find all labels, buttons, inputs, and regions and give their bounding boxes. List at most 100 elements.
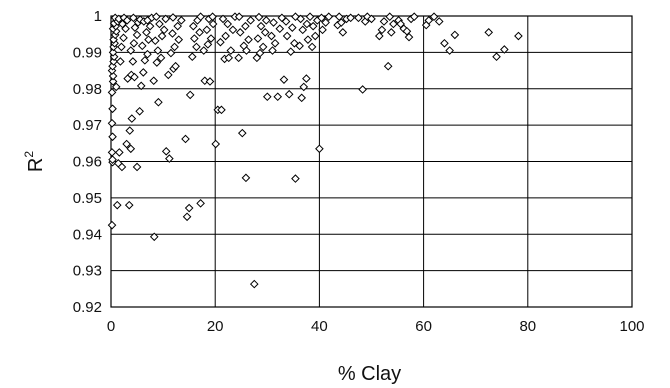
data-point <box>514 31 523 41</box>
data-point <box>334 12 344 22</box>
x-tick-label: 0 <box>107 318 115 335</box>
data-point <box>155 19 164 29</box>
data-point <box>109 52 119 62</box>
data-point <box>409 12 419 22</box>
y-tick-label: 0.96 <box>73 154 102 171</box>
data-point <box>434 17 444 26</box>
data-point <box>108 77 118 86</box>
data-point <box>112 200 122 210</box>
data-point <box>354 13 363 23</box>
data-point <box>118 19 127 29</box>
data-point <box>346 13 355 23</box>
data-point <box>216 37 225 47</box>
data-point <box>149 232 159 242</box>
data-point <box>107 148 117 157</box>
data-point <box>199 46 209 55</box>
data-point <box>129 13 138 23</box>
data-point <box>429 12 439 22</box>
data-point <box>182 212 192 222</box>
data-point <box>181 134 190 144</box>
data-point <box>318 25 327 35</box>
data-point <box>128 57 138 66</box>
data-point <box>177 16 186 25</box>
data-point <box>166 48 176 58</box>
data-point <box>492 52 501 62</box>
data-point <box>125 126 135 135</box>
data-point <box>115 148 124 157</box>
x-tick-label: 60 <box>415 318 432 335</box>
data-point <box>281 17 291 26</box>
data-point <box>302 19 312 29</box>
data-point <box>226 46 236 55</box>
data-point <box>171 61 180 71</box>
data-point <box>228 25 238 35</box>
data-point <box>144 35 153 44</box>
data-point <box>135 106 144 116</box>
y-tick-label: 0.94 <box>73 226 102 243</box>
data-point <box>154 97 163 107</box>
data-point <box>299 82 309 92</box>
data-point <box>324 12 334 22</box>
data-point <box>315 144 324 154</box>
data-point <box>305 12 315 22</box>
data-point <box>187 52 197 62</box>
data-point <box>116 57 125 66</box>
data-point <box>161 14 171 24</box>
data-point <box>367 14 376 24</box>
data-point <box>195 28 204 37</box>
data-point <box>145 21 155 31</box>
data-point <box>165 154 174 163</box>
data-point <box>108 48 118 57</box>
data-point <box>267 31 276 41</box>
data-point <box>107 220 117 230</box>
data-point <box>130 72 139 82</box>
data-point <box>241 21 250 31</box>
data-point <box>150 36 160 46</box>
data-point <box>307 42 317 52</box>
y-tick-label: 0.92 <box>73 299 102 316</box>
data-point <box>189 21 198 31</box>
y-tick-label: 0.99 <box>73 44 102 61</box>
data-point <box>256 21 266 31</box>
data-point <box>156 53 166 63</box>
data-point <box>224 53 234 63</box>
data-point <box>130 23 140 32</box>
data-point <box>273 92 283 102</box>
data-point <box>379 17 389 26</box>
data-point <box>168 13 178 22</box>
data-point <box>440 38 449 48</box>
data-point <box>282 31 292 41</box>
data-point <box>385 12 395 22</box>
data-point <box>484 28 494 37</box>
data-point <box>208 12 217 22</box>
data-point <box>377 25 387 35</box>
data-point <box>358 85 367 94</box>
data-point <box>269 18 278 27</box>
data-point <box>217 105 226 115</box>
x-tick-label: 20 <box>207 318 224 335</box>
data-point <box>192 42 201 52</box>
data-point <box>143 49 152 59</box>
data-point <box>218 14 228 24</box>
data-point <box>122 139 131 149</box>
data-point <box>108 71 118 81</box>
data-point <box>279 75 289 84</box>
data-point <box>170 42 179 52</box>
y-axis-label-superscript: 2 <box>22 151 36 158</box>
data-point <box>211 139 221 149</box>
y-tick-label: 1 <box>94 8 102 25</box>
data-point <box>205 77 215 86</box>
data-point <box>185 90 195 100</box>
data-point <box>249 279 259 289</box>
data-point <box>234 53 243 63</box>
data-point <box>111 82 121 92</box>
data-point <box>338 28 348 37</box>
data-point <box>383 61 393 71</box>
data-point <box>173 21 182 31</box>
data-point <box>161 147 171 156</box>
data-point <box>424 16 434 25</box>
data-point <box>386 28 396 37</box>
data-point <box>254 12 264 22</box>
x-axis-label: % Clay <box>338 363 401 385</box>
